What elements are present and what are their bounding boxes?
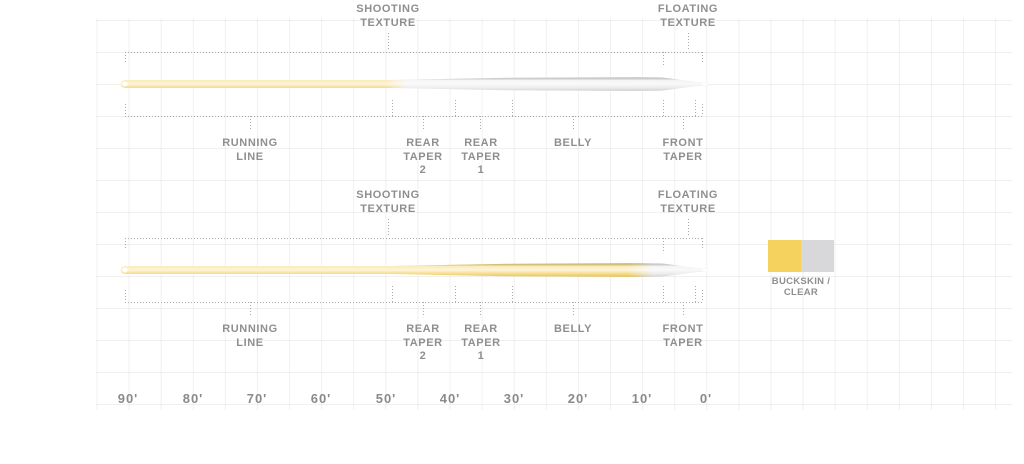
box-bottom-edge-d1 — [125, 116, 703, 117]
line-end-loop-bottom-left — [122, 267, 128, 273]
belly-label-d1: BELLY — [553, 137, 593, 149]
segment-boundary-tick — [392, 100, 393, 116]
shooting-texture-label-bottom: SHOOTING TEXTURE — [356, 189, 420, 215]
floating-texture-pointer-top — [688, 33, 689, 51]
scale-tick-50: 50' — [375, 391, 397, 406]
label-pointer — [250, 116, 251, 130]
scale-tick-70: 70' — [246, 391, 268, 406]
scale-tick-20: 20' — [567, 391, 589, 406]
label-pointer — [573, 116, 574, 130]
fly-line-top — [120, 77, 709, 91]
segment-boundary-tick — [663, 286, 664, 302]
floating-texture-label-top: FLOATING TEXTURE — [657, 3, 719, 29]
segment-boundary-tick — [512, 100, 513, 116]
floating-texture-label-bottom: FLOATING TEXTURE — [657, 189, 719, 215]
front-taper-label-d2: FRONT TAPER — [662, 323, 704, 349]
corner-tick — [125, 290, 126, 302]
legend-swatch-clear — [801, 240, 834, 272]
label-pointer — [573, 302, 574, 316]
corner-tick — [125, 104, 126, 116]
rear-taper-2-label-d2: REAR TAPER 2 — [403, 323, 443, 362]
segment-boundary-tick — [695, 100, 696, 116]
scale-tick-40: 40' — [439, 391, 461, 406]
box-top-edge-d1 — [125, 52, 703, 53]
floating-texture-start-tick-d2 — [663, 238, 664, 251]
corner-tick — [702, 52, 703, 64]
box-top-edge-d2 — [125, 238, 703, 239]
segment-boundary-tick — [512, 286, 513, 302]
rear-taper-1-label-d2: REAR TAPER 1 — [461, 323, 501, 362]
segment-boundary-tick — [455, 100, 456, 116]
corner-tick — [125, 238, 126, 250]
line-end-loop-top-left — [122, 81, 128, 87]
fly-line-top-shading — [120, 77, 709, 91]
scale-tick-0: 0' — [699, 391, 713, 406]
rear-taper-2-label-d1: REAR TAPER 2 — [403, 137, 443, 176]
label-pointer — [423, 302, 424, 316]
label-pointer — [480, 116, 481, 130]
scale-tick-60: 60' — [310, 391, 332, 406]
belly-label-d2: BELLY — [553, 323, 593, 335]
scale-tick-80: 80' — [182, 391, 204, 406]
box-bottom-edge-d2 — [125, 302, 703, 303]
legend-swatch-buckskin — [768, 240, 801, 272]
rear-taper-1-label-d1: REAR TAPER 1 — [461, 137, 501, 176]
line-end-loop-top-tip — [701, 82, 708, 86]
scale-tick-30: 30' — [503, 391, 525, 406]
shooting-texture-pointer-bottom — [388, 219, 389, 237]
scale-tick-90: 90' — [117, 391, 139, 406]
front-taper-label-d1: FRONT TAPER — [662, 137, 704, 163]
floating-texture-start-tick-d1 — [663, 52, 664, 65]
corner-tick — [125, 52, 126, 64]
corner-tick — [702, 104, 703, 116]
corner-tick — [702, 290, 703, 302]
segment-boundary-tick — [455, 286, 456, 302]
shooting-texture-pointer-top — [388, 33, 389, 51]
segment-boundary-tick — [663, 100, 664, 116]
running-line-label-d1: RUNNING LINE — [222, 137, 278, 163]
fly-line-bottom — [120, 263, 709, 277]
fly-line-bottom-shading — [120, 263, 709, 277]
corner-tick — [702, 238, 703, 250]
line-end-loop-bottom-tip — [701, 268, 708, 272]
label-pointer — [423, 116, 424, 130]
segment-boundary-tick — [695, 286, 696, 302]
label-pointer — [683, 302, 684, 316]
running-line-label-d2: RUNNING LINE — [222, 323, 278, 349]
label-pointer — [683, 116, 684, 130]
label-pointer — [480, 302, 481, 316]
segment-boundary-tick — [392, 286, 393, 302]
legend-label: BUCKSKIN / CLEAR — [771, 276, 831, 298]
shooting-texture-label-top: SHOOTING TEXTURE — [356, 3, 420, 29]
scale-tick-10: 10' — [631, 391, 653, 406]
floating-texture-pointer-bottom — [688, 219, 689, 237]
label-pointer — [250, 302, 251, 316]
